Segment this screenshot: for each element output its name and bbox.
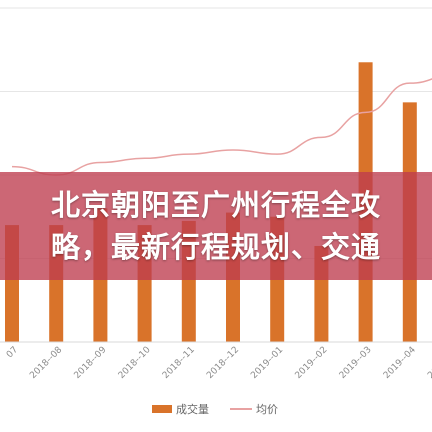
x-tick-label: 2019--01 [249,345,285,381]
legend-label-volume: 成交量 [176,402,209,416]
title-banner: 北京朝阳至广州行程全攻 略，最新行程规划、交通 [0,172,432,280]
avg-price-line [11,78,432,176]
x-tick-label: 2019--03 [338,345,374,381]
x-tick-label: 2018--08 [28,345,64,381]
legend-swatch-volume [152,405,172,413]
x-tick-label: 2018--12 [205,345,241,381]
banner-title-line-2: 略，最新行程规划、交通 [50,230,381,264]
x-tick-labels: 07 2018--08 2018--09 2018--10 2018--11 2018--… [5,345,432,381]
x-tick-label: 2019--05 [426,345,432,381]
legend: 成交量 均价 [152,402,278,416]
legend-label-avg-price: 均价 [256,403,278,416]
x-tick-label: 07 [5,345,20,360]
x-tick-label: 2019--04 [382,345,418,381]
x-tick-label: 2018--09 [73,345,109,381]
x-tick-label: 2019--02 [294,345,330,381]
x-tick-label: 2018--11 [161,345,197,381]
banner-title-line-1: 北京朝阳至广州行程全攻 [50,188,381,222]
x-tick-label: 2018--10 [117,345,153,381]
